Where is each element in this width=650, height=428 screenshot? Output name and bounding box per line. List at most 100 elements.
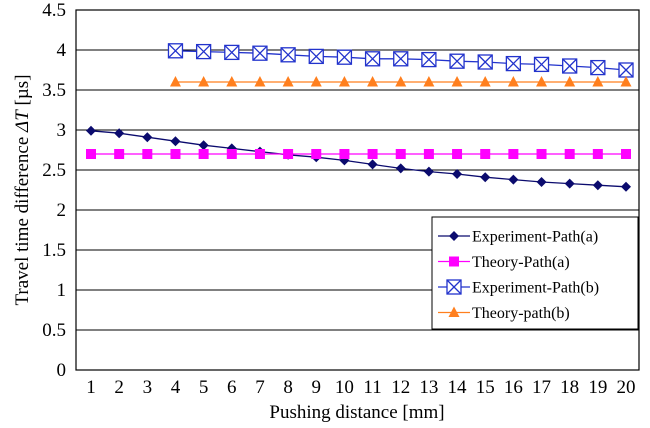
data-point (564, 178, 575, 189)
y-tick-label: 0 (57, 360, 67, 381)
data-point (283, 149, 294, 159)
data-point (86, 149, 96, 159)
data-point (621, 181, 631, 192)
data-point (452, 169, 463, 179)
y-axis-title-prefix: Travel time difference (12, 132, 33, 306)
data-point (451, 76, 463, 87)
legend-item: Theory-path(b) (438, 305, 570, 322)
data-point (508, 149, 519, 159)
x-tick-label: 8 (283, 377, 293, 398)
data-point (367, 149, 378, 159)
data-point (592, 180, 603, 191)
legend-item: Experiment-Path(a) (438, 229, 598, 246)
data-point (508, 174, 519, 185)
x-tick-label: 18 (560, 377, 579, 398)
series (167, 43, 634, 78)
data-point (477, 54, 493, 70)
data-point (169, 76, 181, 87)
data-point (393, 51, 409, 67)
x-tick-label: 16 (504, 377, 523, 398)
y-axis-ticks: 0 0.5 1 1.5 2 2.5 3 3.5 4 4.5 (42, 0, 66, 381)
data-point (562, 58, 578, 74)
y-tick-label: 1 (57, 280, 67, 301)
series (169, 76, 632, 87)
data-point (590, 59, 606, 76)
data-point (446, 279, 462, 295)
x-tick-label: 20 (617, 377, 636, 398)
y-tick-label: 4.5 (42, 0, 66, 21)
data-point (198, 149, 209, 159)
data-point (423, 149, 434, 159)
x-axis-ticks: 1 2 3 4 5 6 7 8 9 10 11 12 13 14 15 16 17 18 19 20 (86, 377, 635, 398)
plot-area-border (75, 9, 640, 371)
data-point (170, 136, 181, 147)
data-point (592, 76, 604, 87)
x-tick-label: 4 (171, 377, 181, 398)
data-point (142, 149, 153, 159)
x-axis-title: Pushing distance [mm] (269, 402, 444, 423)
data-point (395, 149, 406, 159)
data-point (195, 43, 212, 60)
data-point (170, 149, 181, 159)
data-point (167, 43, 184, 59)
x-tick-label: 13 (419, 377, 438, 398)
x-tick-label: 5 (199, 377, 209, 398)
data-point (452, 149, 463, 159)
series-line (90, 130, 627, 188)
data-point (423, 166, 434, 177)
data-point (395, 76, 407, 87)
data-point (564, 149, 575, 159)
x-tick-label: 6 (227, 377, 237, 398)
data-point (479, 76, 491, 87)
x-tick-label: 7 (255, 377, 265, 398)
data-point (448, 306, 460, 317)
y-axis-title-suffix: [µs] (12, 74, 33, 110)
series (86, 149, 631, 159)
data-point (142, 132, 153, 143)
data-point (282, 76, 294, 87)
y-tick-label: 1.5 (42, 240, 66, 261)
data-point (536, 177, 547, 187)
data-point (449, 231, 459, 241)
data-point (311, 149, 322, 159)
data-point (114, 128, 125, 139)
data-point (480, 172, 491, 183)
legend-label: Theory-path(b) (472, 305, 570, 322)
x-tick-label: 15 (476, 377, 495, 398)
x-tick-label: 9 (312, 377, 322, 398)
y-axis-title: Travel time difference ΔT [µs] (12, 74, 33, 305)
y-tick-label: 2 (57, 200, 67, 221)
legend-label: Theory-Path(a) (472, 254, 570, 271)
series-group (86, 43, 634, 192)
x-tick-label: 2 (114, 377, 124, 398)
legend-label: Experiment-Path(b) (472, 280, 599, 297)
data-point (480, 149, 491, 159)
data-point (254, 76, 266, 87)
data-point (114, 149, 125, 159)
legend-label: Experiment-Path(a) (472, 229, 598, 246)
legend: Experiment-Path(a) Theory-Path(a) Experime… (431, 216, 639, 330)
legend-item: Experiment-Path(b) (438, 279, 599, 297)
data-point (367, 76, 379, 87)
x-tick-label: 12 (391, 377, 410, 398)
data-point (449, 53, 465, 69)
data-point (536, 149, 547, 159)
data-point (310, 76, 322, 87)
data-point (338, 76, 350, 87)
data-point (86, 125, 96, 136)
data-point (421, 51, 437, 68)
x-tick-label: 1 (86, 377, 96, 398)
data-point (592, 149, 603, 159)
data-point (505, 55, 522, 72)
data-point (564, 76, 576, 87)
data-point (198, 140, 209, 151)
data-point (339, 149, 350, 159)
data-point (395, 163, 406, 174)
data-point (252, 45, 268, 61)
data-point (364, 51, 381, 67)
legend-item: Theory-Path(a) (438, 254, 570, 271)
series (86, 125, 631, 192)
data-point (336, 49, 353, 65)
y-tick-label: 0.5 (42, 320, 66, 341)
y-tick-label: 3.5 (42, 80, 66, 101)
